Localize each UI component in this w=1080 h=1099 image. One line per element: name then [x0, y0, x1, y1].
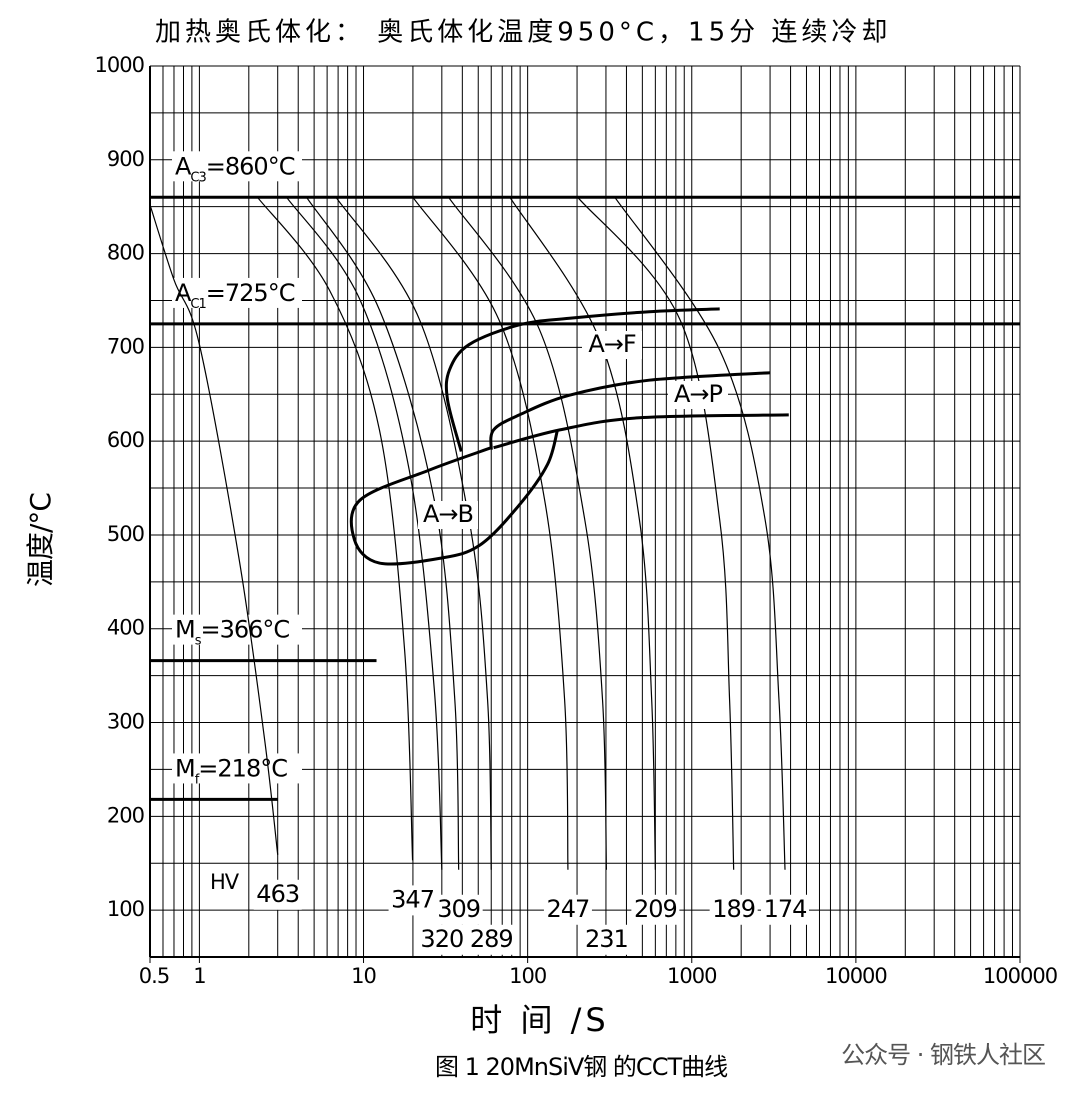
hardness-label: 231 — [585, 925, 628, 953]
x-tick-label: 1000 — [667, 964, 716, 988]
cooling-curve — [577, 196, 735, 870]
label-bg — [172, 277, 302, 308]
region-label: A→B — [423, 500, 473, 528]
label-bg — [543, 894, 592, 925]
x-tick-label: 10000 — [825, 964, 887, 988]
critical-label: Mf=218°C — [172, 753, 302, 787]
y-tick-label: 500 — [107, 522, 144, 546]
label-bg — [467, 924, 516, 955]
critical-label-text: AC3=860°C — [175, 152, 295, 185]
label-bg — [761, 894, 810, 925]
label-bg — [582, 331, 642, 359]
cooling-curve — [412, 196, 569, 870]
y-tick-label: 700 — [107, 334, 144, 358]
hardness-label: 463 — [256, 880, 299, 908]
label-bg — [253, 879, 302, 910]
region-label: A→P — [674, 380, 723, 408]
label-bg — [388, 885, 437, 916]
x-tick-label: 1 — [193, 964, 205, 988]
hardness-label: 289 — [470, 925, 513, 953]
cooling-curve — [614, 196, 786, 870]
subscript: C3 — [190, 170, 206, 185]
transformation-boundary — [489, 371, 771, 450]
value-text: =366°C — [201, 616, 290, 644]
label-bg — [172, 151, 302, 182]
label-bg — [709, 894, 758, 925]
y-tick-label: 200 — [107, 803, 144, 827]
x-tick-label: 0.5 — [139, 964, 169, 988]
label-bg — [668, 381, 728, 409]
y-tick-label: 100 — [107, 897, 144, 921]
subscript: s — [195, 633, 202, 648]
y-axis-label: 温度/°C — [24, 493, 57, 587]
critical-label-text: AC1=725°C — [175, 279, 295, 312]
value-text: =725°C — [206, 279, 295, 307]
watermark: 公众号 · 钢铁人社区 — [841, 1041, 1045, 1069]
cooling-curve — [306, 196, 460, 870]
label-bg — [434, 894, 483, 925]
transformation-boundary — [493, 413, 789, 450]
subscript: f — [195, 772, 200, 787]
hardness-label: 247 — [547, 895, 590, 923]
critical-label: AC3=860°C — [172, 151, 302, 185]
critical-label: Ms=366°C — [172, 614, 302, 649]
x-tick-label: 10 — [351, 964, 376, 988]
y-tick-label: 1000 — [95, 53, 144, 77]
label-bg — [582, 924, 631, 955]
x-axis-label: 时 间 /S — [470, 1001, 609, 1039]
symbol: M — [175, 616, 195, 644]
symbol: M — [175, 754, 195, 782]
hardness-label: 309 — [437, 895, 480, 923]
transformation-boundary — [444, 307, 720, 452]
x-tick-label: 100000 — [983, 964, 1057, 988]
critical-label-text: Mf=218°C — [175, 754, 287, 787]
cooling-curve — [149, 204, 279, 855]
y-tick-label: 600 — [107, 428, 144, 452]
region-label: A→F — [588, 330, 636, 358]
subscript: C1 — [190, 296, 206, 311]
chart-title: 加热奥氏体化： 奥氏体化温度950°C，15分 连续冷却 — [155, 18, 891, 48]
label-bg — [417, 924, 466, 955]
cooling-curve — [509, 196, 656, 870]
cooling-curve — [257, 196, 414, 861]
y-tick-label: 300 — [107, 710, 144, 734]
label-bg — [418, 501, 478, 529]
caption: 图 1 20MnSiV钢 的CCT曲线 — [435, 1053, 728, 1081]
cooling-curve — [448, 196, 608, 870]
hv-label: HV — [210, 870, 240, 894]
hardness-label: 189 — [712, 895, 755, 923]
hardness-label: 209 — [634, 895, 677, 923]
hardness-label: 347 — [391, 885, 434, 913]
value-text: =860°C — [206, 152, 295, 180]
cooling-curve — [286, 196, 443, 870]
x-tick-label: 100 — [509, 964, 546, 988]
hardness-label: 320 — [420, 925, 463, 953]
label-bg — [631, 894, 680, 925]
value-text: =218°C — [198, 754, 287, 782]
critical-label: AC1=725°C — [172, 277, 302, 312]
symbol: A — [175, 279, 192, 307]
y-tick-label: 900 — [107, 147, 144, 171]
transformation-boundary — [349, 429, 559, 566]
y-tick-label: 400 — [107, 616, 144, 640]
label-bg — [172, 753, 302, 784]
hardness-label: 174 — [764, 895, 807, 923]
symbol: A — [175, 152, 192, 180]
y-tick-label: 800 — [107, 241, 144, 265]
critical-label-text: Ms=366°C — [175, 616, 289, 649]
label-bg — [172, 614, 302, 645]
